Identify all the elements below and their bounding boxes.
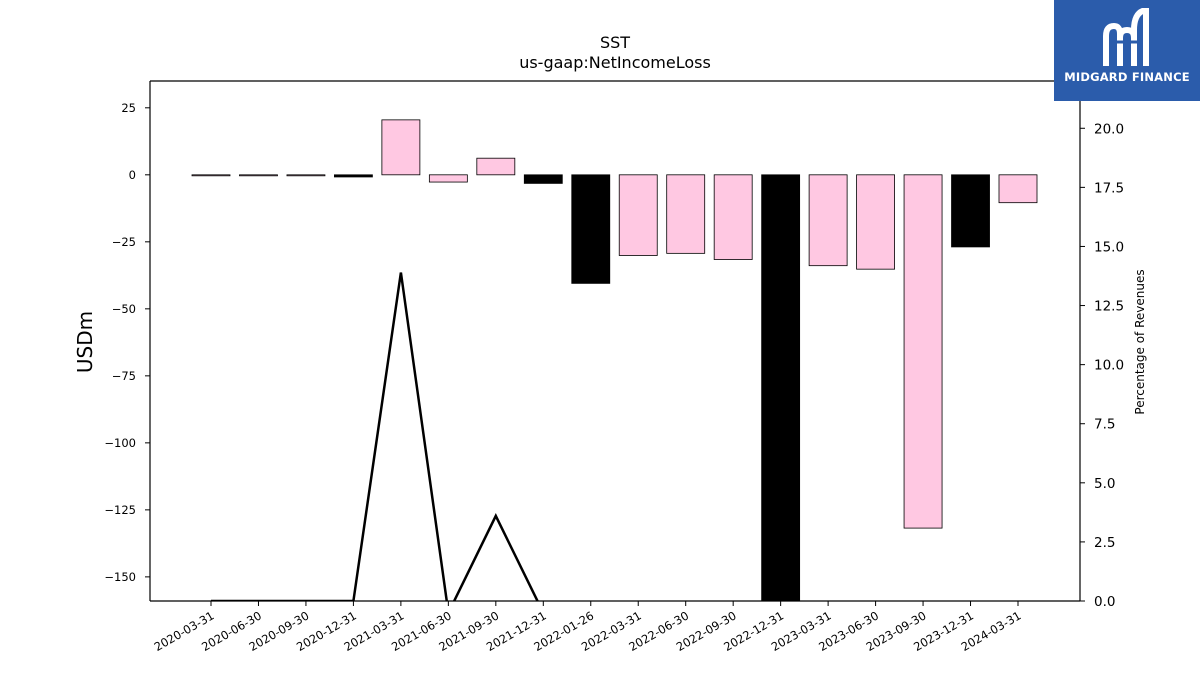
percentage-line [211,272,539,601]
y2-tick-label: 12.5 [1094,299,1124,315]
bar [666,174,706,254]
y2-tick-label: 7.5 [1094,417,1115,433]
y2-tick-label: 20.0 [1094,121,1124,137]
bar [523,174,563,184]
brand-logo: MIDGARD FINANCE [1054,0,1200,101]
y-tick-label: 25 [121,101,136,115]
bar [381,119,421,176]
bar [191,174,231,177]
bar [618,174,658,256]
chart-subtitle: us-gaap:NetIncomeLoss [519,53,711,72]
bar [761,174,801,601]
bar [286,174,326,177]
chart-title: SST [600,33,630,52]
plot-area [191,119,1038,601]
brand-mark-icon [1103,8,1149,66]
bar [903,174,943,529]
bar [334,174,373,178]
bar [476,157,516,176]
brand-name: MIDGARD FINANCE [1064,70,1190,84]
bar [951,174,990,248]
y-tick-label: −75 [112,369,136,383]
y-tick-label: −100 [104,436,136,450]
y2-tick-label: 15.0 [1094,239,1124,255]
bar [239,174,278,177]
bar [571,174,611,284]
y2-tick-label: 2.5 [1094,535,1115,551]
bar [856,174,895,270]
bar [808,174,848,267]
y2-tick-label: 5.0 [1094,476,1115,492]
bar [998,174,1038,204]
y2-tick-label: 0.0 [1094,594,1115,610]
y-tick-label: 0 [129,168,136,182]
y-tick-label: −150 [104,570,136,584]
y2-tick-label: 17.5 [1094,180,1124,196]
y2-tick-label: 10.0 [1094,358,1124,374]
y-tick-label: −125 [104,503,136,517]
y2-axis-label: Percentage of Revenues [1133,269,1147,414]
bar [428,174,468,183]
y-tick-label: −25 [112,235,136,249]
y-axis-label: USDm [73,311,97,373]
bar [713,174,753,260]
y-tick-label: −50 [112,302,136,316]
